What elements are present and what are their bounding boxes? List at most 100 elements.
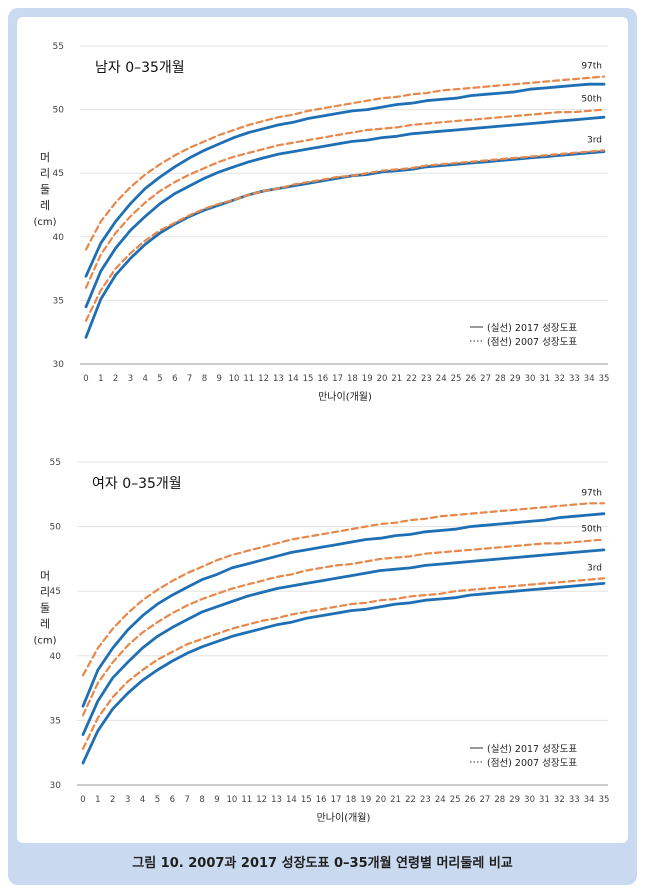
chart2-y-tick-label: 30 <box>50 781 62 791</box>
chart1-legend-label: (점선) 2007 성장도표 <box>487 336 577 348</box>
chart1-x-tick-label: 6 <box>172 374 177 384</box>
chart2-x-tick-label: 3 <box>125 795 130 805</box>
chart2-x-tick-label: 23 <box>420 795 431 805</box>
chart1-x-tick-label: 27 <box>480 374 491 384</box>
chart2-y-tick-label: 50 <box>50 523 62 533</box>
chart1-x-tick-label: 13 <box>273 374 284 384</box>
chart1-x-tick-label: 30 <box>525 374 536 384</box>
chart2-x-tick-label: 12 <box>256 795 267 805</box>
chart2-series-label-97th: 97th <box>581 488 602 498</box>
chart2-y-tick-label: 45 <box>50 587 61 597</box>
chart1-x-tick-label: 26 <box>465 374 476 384</box>
chart1-x-tick-label: 29 <box>510 374 521 384</box>
chart1-y-axis-title: (cm) <box>33 217 56 228</box>
chart2-y-axis-title: 리 <box>40 586 50 599</box>
chart2-x-tick-label: 18 <box>346 795 357 805</box>
chart1-x-tick-label: 20 <box>377 374 388 384</box>
chart2-x-tick-label: 14 <box>286 795 297 805</box>
chart1-y-tick-label: 30 <box>53 360 65 370</box>
chart1-x-tick-label: 7 <box>187 374 192 384</box>
chart1-x-tick-label: 16 <box>317 374 328 384</box>
chart1-x-tick-label: 4 <box>142 374 147 384</box>
chart2-series-50th-2007 <box>81 538 606 717</box>
chart1-x-tick-label: 15 <box>303 374 314 384</box>
chart1-y-tick-label: 35 <box>53 296 64 306</box>
chart1-series-3rd-2017 <box>84 150 606 339</box>
chart2-x-tick-label: 29 <box>509 795 520 805</box>
chart1-x-tick-label: 19 <box>362 374 373 384</box>
chart2-series-label-3rd: 3rd <box>587 563 602 573</box>
chart1-x-tick-label: 18 <box>347 374 358 384</box>
chart2-y-axis-title: 둘 <box>40 602 50 615</box>
chart2-x-tick-label: 34 <box>584 795 595 805</box>
chart2-title: 여자 0–35개월 <box>92 476 182 492</box>
chart2-x-tick-label: 15 <box>301 795 312 805</box>
chart1-x-tick-label: 33 <box>569 374 580 384</box>
chart2-x-tick-label: 4 <box>140 795 145 805</box>
figure-caption: 그림 10. 2007과 2017 성장도표 0–35개월 연령별 머리둘레 비… <box>132 856 513 871</box>
chart1-x-tick-label: 17 <box>332 374 343 384</box>
chart2-x-tick-label: 30 <box>524 795 535 805</box>
chart1-legend-label: (실선) 2017 성장도표 <box>487 323 577 334</box>
chart2-series-3rd-2017 <box>81 582 606 765</box>
chart1-x-tick-label: 22 <box>406 374 417 384</box>
chart1-series-3rd-2007 <box>84 149 606 322</box>
chart1-x-tick-label: 23 <box>421 374 432 384</box>
chart2-series-50th-2017 <box>81 548 606 736</box>
chart2-x-tick-label: 27 <box>480 795 491 805</box>
chart2-x-tick-label: 26 <box>465 795 476 805</box>
chart2-x-tick-label: 32 <box>554 795 565 805</box>
chart2-x-tick-label: 8 <box>199 795 204 805</box>
chart2-x-tick-label: 17 <box>331 795 342 805</box>
chart1-x-tick-label: 3 <box>128 374 133 384</box>
chart1-y-axis-title: 리 <box>40 167 50 180</box>
chart1-series-50th-2017 <box>84 115 606 309</box>
chart1-x-tick-label: 28 <box>495 374 506 384</box>
chart2-series-97th-2017 <box>81 512 606 708</box>
chart2-series-3rd-2007 <box>81 577 606 750</box>
chart2-y-axis-title: (cm) <box>33 636 56 647</box>
chart1-x-tick-label: 9 <box>216 374 221 384</box>
chart2-x-axis-title: 만나이(개월) <box>317 812 371 824</box>
chart1-x-tick-label: 21 <box>391 374 402 384</box>
chart1-x-tick-label: 31 <box>539 374 550 384</box>
chart2-y-tick-label: 40 <box>50 652 62 662</box>
chart2-x-tick-label: 0 <box>80 795 85 805</box>
chart1-x-tick-label: 25 <box>451 374 462 384</box>
chart1-y-axis-title: 레 <box>40 199 50 212</box>
chart2-x-tick-label: 9 <box>214 795 219 805</box>
chart1-series-label-3rd: 3rd <box>587 135 602 145</box>
chart1-x-tick-label: 12 <box>258 374 269 384</box>
chart2-x-tick-label: 31 <box>539 795 550 805</box>
chart2-series-97th-2007 <box>81 502 606 677</box>
chart2-y-tick-label: 35 <box>50 716 61 726</box>
chart1-series-97th-2017 <box>84 82 606 278</box>
chart1-y-tick-label: 40 <box>53 233 65 243</box>
chart2-x-tick-label: 24 <box>435 795 446 805</box>
chart2-x-tick-label: 20 <box>375 795 386 805</box>
chart1-series-50th-2007 <box>84 108 606 289</box>
chart1-y-tick-label: 50 <box>53 106 65 116</box>
chart2-x-tick-label: 2 <box>110 795 115 805</box>
chart1-series-label-50th: 50th <box>581 95 602 105</box>
chart2-x-tick-label: 28 <box>494 795 505 805</box>
chart1-x-tick-label: 0 <box>83 374 88 384</box>
chart2-x-tick-label: 11 <box>241 795 252 805</box>
figure-panel <box>17 17 628 843</box>
chart2-x-tick-label: 10 <box>226 795 237 805</box>
chart2-x-tick-label: 1 <box>95 795 100 805</box>
chart1-x-tick-label: 34 <box>584 374 595 384</box>
chart1-y-tick-label: 55 <box>53 42 64 52</box>
chart2-x-tick-label: 6 <box>170 795 175 805</box>
chart1-title: 남자 0–35개월 <box>95 60 185 76</box>
chart1-y-tick-label: 45 <box>53 169 64 179</box>
chart1-x-tick-label: 32 <box>554 374 565 384</box>
chart2-x-tick-label: 7 <box>184 795 189 805</box>
chart2-x-tick-label: 16 <box>316 795 327 805</box>
chart1-x-tick-label: 8 <box>202 374 207 384</box>
chart2-y-axis-title: 레 <box>40 618 50 631</box>
chart2-x-tick-label: 33 <box>569 795 580 805</box>
chart2-x-tick-label: 13 <box>271 795 282 805</box>
chart2-x-tick-label: 25 <box>450 795 461 805</box>
